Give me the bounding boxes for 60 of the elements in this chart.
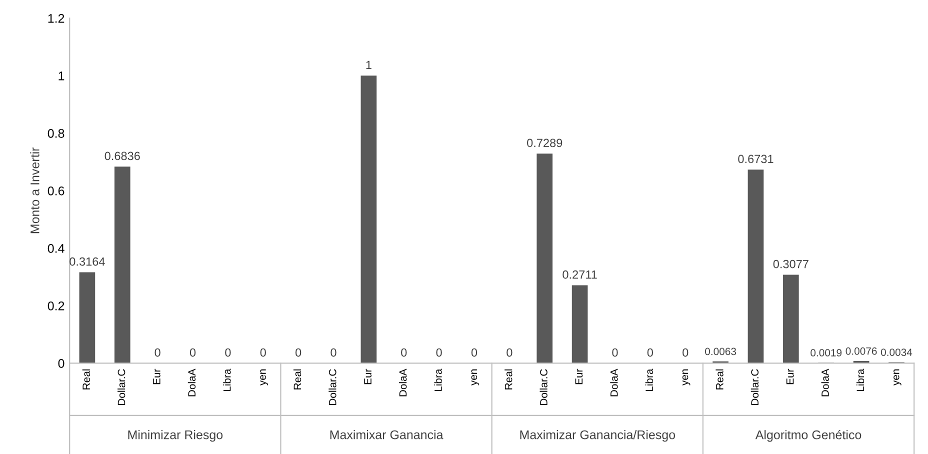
x-tick-label: DolaA: [399, 368, 407, 396]
data-label: 0: [330, 348, 336, 357]
data-label: 0.0076: [846, 347, 877, 355]
x-tick-label: Libra: [645, 368, 653, 392]
data-label: 0: [260, 348, 266, 357]
data-label: 1: [366, 60, 372, 70]
x-tick-label: Dollar.C: [540, 369, 548, 405]
x-tick-label: Real: [293, 369, 302, 390]
data-label: 0.3164: [70, 257, 105, 266]
x-tick-label: Dollar.C: [118, 369, 126, 405]
data-label: 0: [154, 348, 160, 357]
y-tick-label: 0.6: [48, 186, 64, 196]
x-tick-label: yen: [471, 369, 480, 386]
x-tick-label: Eur: [364, 368, 372, 384]
data-label: 0.6836: [104, 152, 140, 160]
data-label: 0: [295, 348, 302, 357]
data-label: 0.6731: [738, 154, 774, 164]
data-label: 0.0063: [705, 348, 736, 356]
x-tick-label: Real: [504, 369, 512, 390]
data-label: 0: [506, 348, 512, 357]
data-label: 0: [225, 348, 231, 357]
text: Algoritmo Genético: [755, 430, 862, 442]
x-tick-label: DolaA: [188, 368, 196, 396]
x-tick-label: Dollar.C: [328, 369, 336, 405]
x-tick-label: DolaA: [821, 368, 829, 396]
text: Maximizar Ganancia/Riesgo: [520, 430, 676, 442]
data-label: 0.7289: [527, 138, 562, 148]
data-label: 0: [190, 348, 196, 357]
x-tick-label: Libra: [223, 368, 231, 392]
y-tick-label: 0: [58, 359, 64, 368]
text: Minimizar Riesgo: [128, 430, 223, 442]
y-tick-label: 0.8: [48, 128, 64, 138]
y-tick-label: 0.4: [48, 244, 64, 253]
x-tick-label: Dollar.C: [750, 369, 759, 405]
y-tick-label: 0.2: [48, 301, 64, 310]
x-tick-label: DolaA: [610, 368, 618, 396]
x-tick-label: Eur: [153, 368, 160, 384]
data-label: 0: [682, 348, 688, 357]
x-tick-label: Real: [82, 369, 90, 390]
data-label: 0: [471, 348, 478, 357]
x-tick-label: Libra: [856, 368, 864, 392]
x-tick-label: yen: [894, 369, 902, 386]
data-label: 0.2711: [562, 270, 597, 279]
y-tick-label: 1: [58, 72, 64, 80]
data-label: 0.0034: [880, 348, 912, 356]
x-tick-label: yen: [260, 369, 268, 386]
data-label: 0: [401, 348, 407, 357]
x-tick-label: Eur: [575, 368, 583, 384]
data-label: 0: [612, 348, 618, 357]
data-label: 0.0019: [810, 349, 842, 356]
data-label: 0: [647, 348, 653, 357]
x-tick-label: Libra: [434, 368, 442, 392]
data-label: 0.3077: [773, 260, 808, 268]
y-axis-title: Monto a Invertir: [30, 147, 40, 234]
text: Maximixar Ganancia: [330, 430, 444, 440]
x-tick-label: Real: [716, 369, 724, 390]
x-tick-label: Eur: [786, 368, 794, 384]
y-tick-label: 1.2: [48, 14, 64, 23]
x-tick-label: yen: [682, 369, 690, 386]
data-label: 0: [436, 348, 442, 357]
